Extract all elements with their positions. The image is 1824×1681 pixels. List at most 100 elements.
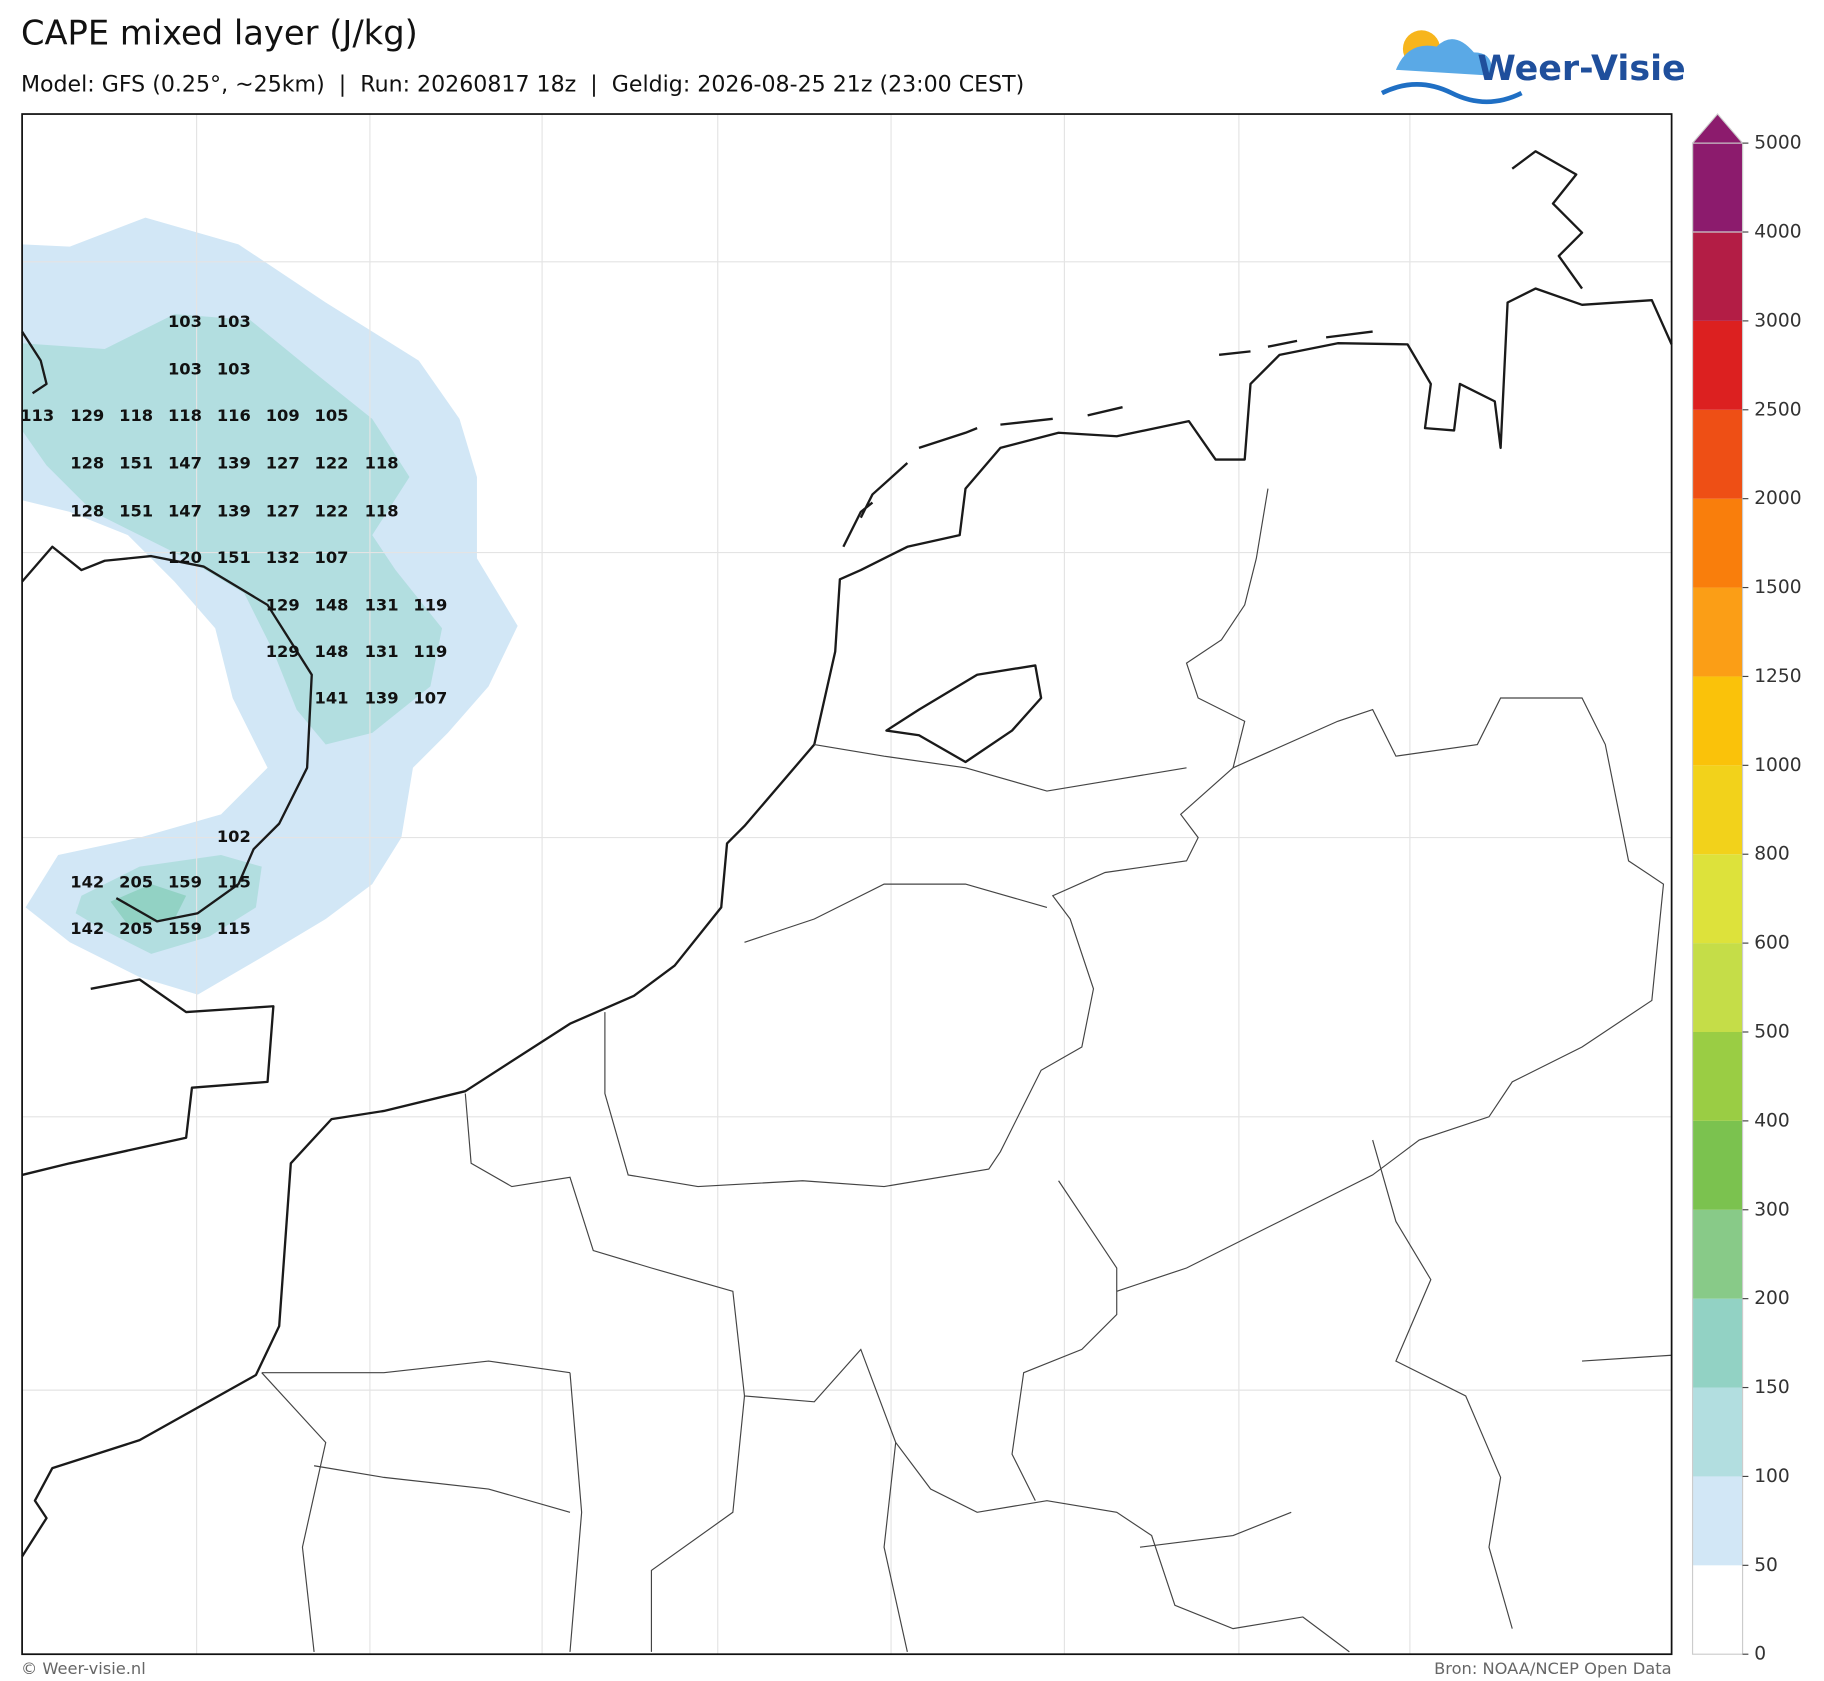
colorbar-segment <box>1692 1031 1743 1121</box>
colorbar-segment <box>1692 943 1743 1032</box>
cape-value-label: 148 <box>315 642 349 661</box>
colorbar-tick-label: 600 <box>1754 933 1790 954</box>
coastline <box>21 287 1673 1558</box>
cape-value-label: 131 <box>365 596 399 615</box>
cape-value-label: 151 <box>119 454 153 473</box>
colorbar-tick-label: 500 <box>1754 1021 1790 1042</box>
logo-cloud <box>1395 39 1492 76</box>
colorbar-segment <box>1692 765 1743 855</box>
cape-value-label: 103 <box>168 359 202 378</box>
cape-value-label: 107 <box>315 548 349 567</box>
colorbar-tick-label: 1000 <box>1754 755 1801 776</box>
cape-value-label: 159 <box>168 872 202 891</box>
colorbar-frame <box>1691 142 1744 1655</box>
cape-value-label: 205 <box>119 872 153 891</box>
colorbar-segment <box>1692 1120 1743 1210</box>
colorbar-tick-label: 50 <box>1754 1555 1778 1576</box>
cape-value-label: 142 <box>70 919 104 938</box>
colorbar-segment <box>1692 498 1743 588</box>
cape-value-label: 129 <box>70 406 104 425</box>
colorbar-tick-label: 200 <box>1754 1288 1790 1309</box>
cape-value-label: 116 <box>217 406 251 425</box>
colorbar-tick-label: 400 <box>1754 1110 1790 1131</box>
cape-value-label: 115 <box>217 872 251 891</box>
coastline <box>842 330 1373 548</box>
cape-value-label: 103 <box>217 312 251 331</box>
cape-value-label: 127 <box>266 501 300 520</box>
colorbar-segment <box>1692 1209 1743 1299</box>
lake <box>885 664 1043 764</box>
cape-value-label: 118 <box>119 406 153 425</box>
cape-value-label: 139 <box>365 689 399 708</box>
colorbar-tick-label: 5000 <box>1754 133 1801 154</box>
coastline <box>1511 150 1584 290</box>
cape-value-label: 115 <box>217 919 251 938</box>
logo-wave <box>1380 82 1523 105</box>
cape-value-label: 118 <box>168 406 202 425</box>
cape-value-label: 113 <box>20 406 54 425</box>
cape-area-100 <box>22 314 443 745</box>
cape-value-label: 119 <box>413 642 447 661</box>
footer-right: Bron: NOAA/NCEP Open Data <box>1434 1659 1672 1678</box>
cape-value-label: 147 <box>168 454 202 473</box>
cape-value-label: 141 <box>315 689 349 708</box>
logo: Weer-Visie <box>1380 30 1686 105</box>
cape-area-150 <box>110 884 187 925</box>
colorbar-segment <box>1692 320 1743 410</box>
colorbar-segment <box>1692 1298 1743 1388</box>
cape-value-label: 159 <box>168 919 202 938</box>
cape-value-label: 105 <box>315 406 349 425</box>
cape-labels: 103 103 103 103 113 129 118 118 116 109 105 128 151 1… <box>20 312 447 938</box>
cape-value-label: 129 <box>266 642 300 661</box>
cape-value-label: 142 <box>70 872 104 891</box>
region-border <box>261 697 1672 1653</box>
colorbar-tick-label: 3000 <box>1754 310 1801 331</box>
colorbar-tick-label: 2500 <box>1754 399 1801 420</box>
cape-value-label: 109 <box>266 406 300 425</box>
cape-value-label: 122 <box>315 501 349 520</box>
cape-value-label: 131 <box>365 642 399 661</box>
cape-value-label: 139 <box>217 501 251 520</box>
colorbar-segment <box>1692 1565 1743 1655</box>
colorbar-segment <box>1692 587 1743 677</box>
cape-value-label: 119 <box>413 596 447 615</box>
title: CAPE mixed layer (J/kg) <box>21 13 418 52</box>
colorbar-segment <box>1692 1387 1743 1477</box>
subtitle: Model: GFS (0.25°, ~25km) | Run: 2026081… <box>21 71 1024 97</box>
country-border <box>464 1093 1350 1653</box>
cape-value-label: 128 <box>70 501 104 520</box>
colorbar-tick-label: 800 <box>1754 844 1790 865</box>
cape-value-label: 139 <box>217 454 251 473</box>
cape-value-label: 151 <box>217 548 251 567</box>
coastline <box>21 330 48 395</box>
colorbar-tick-label: 0 <box>1754 1644 1766 1665</box>
cape-value-label: 128 <box>70 454 104 473</box>
map-area <box>21 114 1673 1655</box>
colorbar-tick-label: 100 <box>1754 1466 1790 1487</box>
cape-value-label: 102 <box>217 827 251 846</box>
cape-value-label: 103 <box>168 312 202 331</box>
cape-value-label: 132 <box>266 548 300 567</box>
coastline <box>21 545 313 923</box>
cape-value-label: 205 <box>119 919 153 938</box>
colorbar-tick-label: 4000 <box>1754 222 1801 243</box>
map-frame <box>21 113 1673 1656</box>
colorbar: 0 50 100 150 200 300 400 500 600 800 1000 1250 1500 2… <box>1691 113 1802 1665</box>
colorbar-segment <box>1692 232 1743 321</box>
cape-value-label: 148 <box>315 596 349 615</box>
cape-value-label: 107 <box>413 689 447 708</box>
colorbar-tick-label: 1250 <box>1754 666 1801 687</box>
colorbar-segment <box>1692 1476 1743 1566</box>
cape-value-label: 129 <box>266 596 300 615</box>
cape-value-label: 151 <box>119 501 153 520</box>
colorbar-tick-label: 2000 <box>1754 488 1801 509</box>
coastline <box>21 978 275 1177</box>
cape-value-label: 147 <box>168 501 202 520</box>
cape-value-label: 118 <box>365 454 399 473</box>
grid <box>22 114 1672 1655</box>
colorbar-arrow <box>1691 113 1744 233</box>
country-border <box>604 488 1269 1188</box>
cape-value-label: 127 <box>266 454 300 473</box>
colorbar-segment <box>1692 676 1743 766</box>
